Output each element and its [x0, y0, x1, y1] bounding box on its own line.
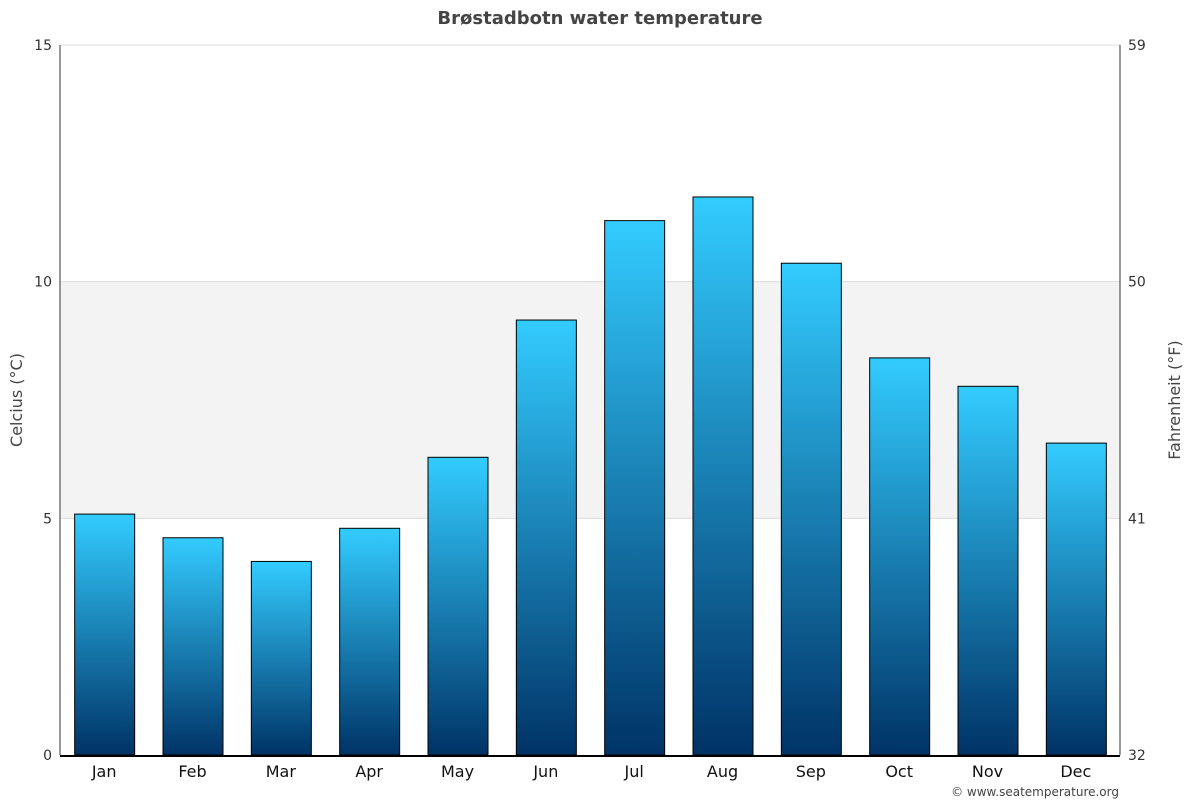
x-tick-label: Dec	[1060, 762, 1091, 781]
y-tick-label-left: 0	[43, 748, 52, 764]
x-tick-label: Oct	[885, 762, 913, 781]
bar-mar	[250, 560, 312, 756]
bar-nov	[957, 385, 1019, 756]
y-tick-label-right: 32	[1128, 748, 1146, 764]
x-tick-label: Aug	[707, 762, 738, 781]
x-tick-label: Nov	[972, 762, 1003, 781]
x-tick-label: Sep	[796, 762, 826, 781]
bar-jun	[515, 319, 577, 756]
bar-dec	[1045, 442, 1107, 756]
y-axis-label-left: Celcius (°C)	[7, 353, 26, 447]
y-tick-label-right: 50	[1128, 275, 1146, 291]
bar-jan	[74, 513, 136, 756]
x-tick-label: Mar	[266, 762, 297, 781]
y-axis-label-right: Fahrenheit (°F)	[1165, 340, 1184, 459]
bar-apr	[339, 527, 401, 756]
bar-oct	[869, 357, 931, 756]
shaded-band	[60, 281, 1120, 519]
y-tick-label-left: 15	[34, 38, 52, 54]
bar-jul	[604, 220, 666, 756]
chart-title: Brøstadbotn water temperature	[437, 8, 762, 29]
bar-may	[427, 456, 489, 756]
bar-aug	[692, 196, 754, 756]
bar-feb	[162, 537, 224, 756]
x-tick-label: Apr	[355, 762, 383, 781]
x-tick-label: Jan	[91, 762, 117, 781]
x-tick-label: Jul	[624, 762, 644, 781]
x-tick-label: Feb	[178, 762, 206, 781]
bar-sep	[780, 262, 842, 756]
y-tick-label-right: 59	[1128, 38, 1146, 54]
y-tick-label-right: 41	[1128, 511, 1146, 527]
y-tick-label-left: 10	[34, 275, 52, 291]
y-tick-label-left: 5	[43, 511, 52, 527]
credit-link[interactable]: © www.seatemperature.org	[951, 785, 1119, 799]
x-tick-label: Jun	[532, 762, 558, 781]
x-tick-label: May	[441, 762, 474, 781]
